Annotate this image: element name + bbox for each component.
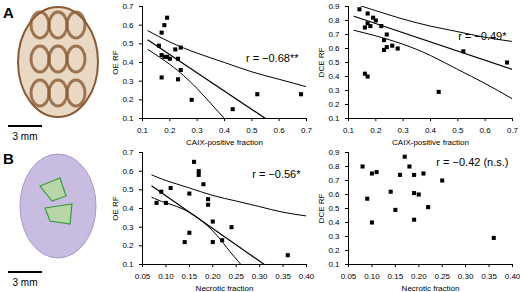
svg-text:0.1: 0.1 xyxy=(137,126,149,135)
svg-text:0.5: 0.5 xyxy=(328,58,340,67)
svg-text:0.40: 0.40 xyxy=(505,272,520,281)
svg-text:0.3: 0.3 xyxy=(122,223,134,232)
svg-text:0.7: 0.7 xyxy=(507,126,519,135)
svg-text:0.3: 0.3 xyxy=(398,126,410,135)
svg-text:0.2: 0.2 xyxy=(122,95,134,104)
svg-text:0.10: 0.10 xyxy=(158,272,174,281)
svg-text:0.25: 0.25 xyxy=(228,272,244,281)
svg-text:0.5: 0.5 xyxy=(122,39,134,48)
svg-text:0.5: 0.5 xyxy=(246,126,258,135)
svg-text:r = −0.49*: r = −0.49* xyxy=(458,30,507,42)
svg-text:0.6: 0.6 xyxy=(480,126,492,135)
svg-text:OE RF: OE RF xyxy=(111,196,120,221)
svg-text:0.7: 0.7 xyxy=(328,176,340,185)
svg-text:0.5: 0.5 xyxy=(328,204,340,213)
svg-text:0.4: 0.4 xyxy=(122,204,134,213)
svg-text:0.5: 0.5 xyxy=(452,126,464,135)
svg-text:0.35: 0.35 xyxy=(275,272,291,281)
svg-text:A: A xyxy=(3,4,14,21)
svg-text:0.6: 0.6 xyxy=(274,126,286,135)
svg-text:0.7: 0.7 xyxy=(122,148,134,157)
svg-text:0.1: 0.1 xyxy=(122,114,134,123)
svg-text:0.3: 0.3 xyxy=(192,126,204,135)
svg-text:0.20: 0.20 xyxy=(411,272,427,281)
svg-text:0.20: 0.20 xyxy=(205,272,221,281)
svg-text:0.7: 0.7 xyxy=(122,2,134,11)
svg-text:0.1: 0.1 xyxy=(328,260,340,269)
svg-text:0.25: 0.25 xyxy=(434,272,450,281)
svg-text:0.4: 0.4 xyxy=(328,72,340,81)
svg-text:0.2: 0.2 xyxy=(370,126,382,135)
svg-text:0.9: 0.9 xyxy=(328,148,340,157)
svg-text:0.4: 0.4 xyxy=(425,126,437,135)
svg-text:0.4: 0.4 xyxy=(219,126,231,135)
svg-text:0.40: 0.40 xyxy=(299,272,315,281)
svg-text:0.2: 0.2 xyxy=(328,246,340,255)
svg-text:0.8: 0.8 xyxy=(328,162,340,171)
svg-text:r = −0.56*: r = −0.56* xyxy=(252,168,301,180)
svg-text:3 mm: 3 mm xyxy=(13,131,38,142)
svg-text:0.1: 0.1 xyxy=(122,260,134,269)
svg-text:OE RF: OE RF xyxy=(111,50,120,75)
svg-text:3 mm: 3 mm xyxy=(13,277,38,288)
svg-text:0.2: 0.2 xyxy=(164,126,176,135)
svg-text:r = −0.68**: r = −0.68** xyxy=(246,52,299,64)
svg-text:0.3: 0.3 xyxy=(328,232,340,241)
svg-text:0.3: 0.3 xyxy=(122,77,134,86)
svg-text:0.7: 0.7 xyxy=(328,30,340,39)
svg-text:0.05: 0.05 xyxy=(135,272,151,281)
svg-text:Necrotic fraction: Necrotic fraction xyxy=(402,284,460,292)
svg-text:0.15: 0.15 xyxy=(388,272,404,281)
svg-text:0.1: 0.1 xyxy=(343,126,355,135)
svg-text:0.2: 0.2 xyxy=(122,241,134,250)
svg-text:0.6: 0.6 xyxy=(122,167,134,176)
svg-text:0.30: 0.30 xyxy=(252,272,268,281)
svg-text:DCE RF: DCE RF xyxy=(317,194,326,224)
svg-text:DCE RF: DCE RF xyxy=(317,48,326,78)
svg-text:0.5: 0.5 xyxy=(122,185,134,194)
svg-text:CAIX-positive fraction: CAIX-positive fraction xyxy=(392,138,469,147)
svg-text:CAIX-positive fraction: CAIX-positive fraction xyxy=(186,138,263,147)
svg-text:0.8: 0.8 xyxy=(328,16,340,25)
svg-text:0.6: 0.6 xyxy=(122,21,134,30)
svg-text:0.3: 0.3 xyxy=(328,86,340,95)
svg-text:0.6: 0.6 xyxy=(328,190,340,199)
svg-text:0.4: 0.4 xyxy=(122,58,134,67)
svg-text:Necrotic fraction: Necrotic fraction xyxy=(196,284,254,292)
svg-text:0.6: 0.6 xyxy=(328,44,340,53)
svg-text:0.1: 0.1 xyxy=(328,114,340,123)
svg-text:0.15: 0.15 xyxy=(182,272,198,281)
svg-text:0.4: 0.4 xyxy=(328,218,340,227)
svg-text:0.05: 0.05 xyxy=(341,272,357,281)
svg-text:0.7: 0.7 xyxy=(301,126,313,135)
svg-text:0.30: 0.30 xyxy=(458,272,474,281)
svg-text:0.2: 0.2 xyxy=(328,100,340,109)
svg-text:B: B xyxy=(3,150,14,167)
svg-text:0.9: 0.9 xyxy=(328,2,340,11)
svg-text:r = −0.42 (n.s.): r = −0.42 (n.s.) xyxy=(436,156,508,168)
svg-text:0.10: 0.10 xyxy=(364,272,380,281)
svg-text:0.35: 0.35 xyxy=(481,272,497,281)
